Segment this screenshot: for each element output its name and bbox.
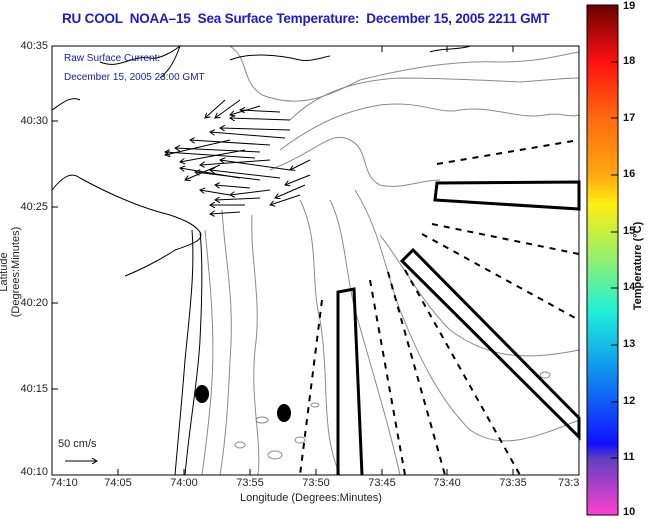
current-vector — [210, 170, 281, 179]
current-vector — [275, 184, 306, 198]
colorbar-tick-label: 15 — [623, 225, 636, 237]
current-vector — [175, 148, 261, 153]
current-vector — [210, 132, 286, 139]
colorbar — [586, 4, 619, 516]
current-vector — [220, 160, 291, 171]
current-vector — [185, 164, 221, 180]
colorbar-tick-label: 18 — [623, 55, 636, 67]
x-tick-label: 73:45 — [368, 477, 396, 489]
coastline — [51, 45, 471, 476]
colorbar-ticks — [611, 61, 618, 459]
current-vector — [215, 198, 261, 200]
colorbar-tick-label: 11 — [623, 451, 635, 463]
current-vector — [180, 168, 241, 179]
x-tick-label: 73:50 — [302, 477, 330, 489]
colorbar-tick-label: 16 — [623, 168, 636, 180]
colorbar-tick-label: 14 — [623, 281, 636, 293]
current-vector — [270, 194, 301, 205]
current-vector — [290, 159, 311, 170]
current-vector — [240, 110, 281, 112]
station-marker — [195, 385, 209, 403]
current-vector — [285, 174, 311, 185]
colorbar-label: Temperature (°C) — [632, 221, 644, 311]
current-vector — [165, 139, 231, 155]
colorbar-tick-label: 13 — [623, 338, 636, 350]
x-tick-label: 74:05 — [104, 477, 132, 489]
current-vector — [190, 140, 271, 146]
current-vector — [215, 99, 241, 118]
current-vector — [215, 185, 251, 189]
current-vector — [210, 212, 241, 214]
y-tick-label: 40:30 — [20, 115, 48, 127]
x-axis-label: Longitude (Degrees:Minutes) — [240, 492, 382, 504]
current-vector — [200, 190, 231, 196]
current-vector — [230, 189, 271, 195]
colorbar-tick-label: 17 — [623, 112, 636, 124]
current-vector — [205, 99, 226, 118]
x-tick-label: 73:40 — [433, 477, 461, 489]
radar-beam-lines — [299, 139, 580, 476]
colorbar-tick-label: 19 — [623, 0, 636, 12]
current-vectors — [165, 99, 311, 214]
map-title: RU COOL NOAA–15 Sea Surface Temperature:… — [62, 11, 550, 26]
x-tick-label: 73:35 — [499, 477, 527, 489]
current-vector — [230, 118, 291, 120]
y-tick-label: 40:15 — [20, 383, 48, 395]
current-vector — [165, 152, 256, 159]
colorbar-tick-label: 10 — [623, 506, 636, 518]
x-tick-label: 73:3 — [558, 477, 580, 489]
station-marker — [277, 404, 291, 422]
current-timestamp: December 15, 2005 23:00 GMT — [64, 72, 205, 83]
beam-boxes — [336, 180, 581, 476]
y-axis-label: Latitude (Degrees:Minutes) — [0, 226, 22, 318]
colorbar-tick-label: 12 — [623, 395, 636, 407]
y-tick-label: 40:10 — [20, 466, 48, 478]
axis-ticks — [52, 46, 514, 475]
plot-frame — [51, 45, 580, 476]
current-vector — [180, 149, 246, 162]
current-vector — [220, 128, 291, 130]
y-tick-label: 40:20 — [20, 297, 48, 309]
current-label: Raw Surface Current: — [64, 53, 161, 64]
y-tick-label: 40:35 — [20, 40, 48, 52]
x-tick-label: 74:00 — [170, 477, 198, 489]
y-tick-label: 40:25 — [20, 201, 48, 213]
x-tick-label: 74:10 — [50, 477, 78, 489]
bathymetry-contours — [201, 45, 580, 476]
x-tick-label: 73:55 — [236, 477, 264, 489]
scale-arrow-label: 50 cm/s — [58, 438, 97, 450]
